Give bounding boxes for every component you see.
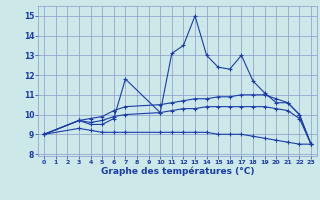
X-axis label: Graphe des températures (°C): Graphe des températures (°C) xyxy=(101,167,254,176)
